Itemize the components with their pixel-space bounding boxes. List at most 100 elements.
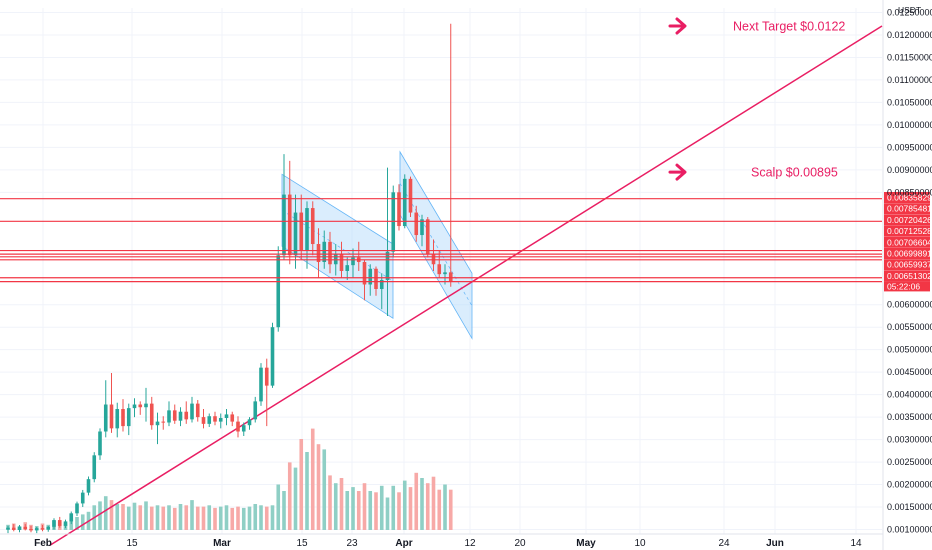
candle	[103, 380, 108, 438]
volume-bar	[190, 500, 194, 530]
y-tick-label: 0.01200000	[887, 30, 932, 40]
candle-body	[322, 241, 327, 263]
candle	[310, 201, 315, 256]
candle-body	[178, 411, 183, 421]
candle-body	[11, 527, 16, 530]
level-price-label	[884, 214, 930, 226]
candle-body	[310, 208, 315, 245]
candle	[408, 176, 413, 218]
volume-bar	[264, 506, 269, 530]
candle	[362, 259, 367, 301]
volume-bar	[391, 485, 396, 530]
x-tick-label: Mar	[213, 538, 231, 549]
y-tick-label: 0.00500000	[887, 345, 932, 355]
volume-bar	[443, 484, 447, 530]
trendline	[49, 25, 883, 546]
x-tick-label: 15	[296, 538, 308, 549]
candle-body	[40, 528, 45, 530]
volume-bar	[316, 444, 321, 530]
volume-bar	[201, 506, 206, 530]
candle	[172, 404, 177, 424]
candle-body	[391, 192, 396, 252]
candle	[351, 248, 355, 278]
candle-body	[75, 503, 79, 514]
level-price-text: 0.00835829	[887, 193, 932, 203]
x-tick-label: 15	[126, 538, 138, 549]
candle-body	[351, 257, 355, 266]
candle	[92, 452, 97, 483]
volume-bar	[368, 491, 373, 530]
support-resistance-levels	[0, 198, 882, 283]
level-price-text: 0.00712528	[887, 226, 932, 236]
candle-body	[92, 455, 97, 480]
candle	[149, 396, 154, 430]
candle-body	[69, 513, 74, 522]
level-price-label	[884, 259, 930, 271]
arrow-right-icon	[668, 17, 687, 35]
candle-body	[339, 254, 344, 271]
price-axis[interactable]: 0.008358290.007854810.007204260.00712528…	[882, 0, 932, 550]
price-channel	[281, 173, 394, 319]
candle	[40, 525, 45, 532]
candle	[425, 217, 430, 258]
level-price-label	[884, 236, 930, 248]
y-tick-label: 0.00350000	[887, 412, 932, 422]
candle-body	[155, 421, 160, 426]
candle	[345, 257, 350, 280]
candle-body	[218, 418, 223, 422]
volume-bar	[115, 504, 120, 530]
y-tick-label: 0.00200000	[887, 480, 932, 490]
y-tick-label: 0.00600000	[887, 300, 932, 310]
volume-bar	[218, 506, 223, 530]
level-price-text: 0.00651302	[887, 271, 932, 281]
volume-bar	[282, 491, 286, 530]
candle	[247, 417, 252, 430]
candle	[305, 201, 309, 269]
candle-body	[190, 403, 194, 420]
x-tick-label: May	[576, 538, 596, 549]
level-price-label	[884, 192, 930, 203]
candle	[264, 358, 269, 427]
volume-bar	[178, 504, 183, 530]
volume-bar	[144, 501, 148, 530]
y-tick-label: 0.01000000	[887, 120, 932, 130]
volume-bar	[397, 492, 401, 530]
volume-bar	[431, 476, 436, 530]
x-tick-label: 12	[464, 538, 476, 549]
candle-body	[241, 425, 246, 432]
volume-bar	[138, 505, 143, 530]
volume-bar	[149, 506, 154, 530]
candle-body	[201, 417, 206, 424]
candle	[379, 273, 384, 310]
candle-body	[98, 431, 102, 456]
candle-body	[385, 251, 390, 280]
candle-body	[230, 414, 235, 422]
volume-bar	[437, 489, 442, 530]
candle	[282, 154, 286, 260]
candle	[132, 398, 137, 418]
candle-body	[408, 178, 413, 213]
level-price-label	[884, 248, 930, 259]
candle	[259, 363, 263, 406]
candle	[75, 501, 79, 517]
y-tick-label: 0.00900000	[887, 165, 932, 175]
annotation-label: Next Target $0.0122	[733, 19, 845, 33]
candle-body	[126, 408, 131, 427]
candle-body	[247, 419, 252, 426]
candle	[316, 228, 321, 278]
candle	[86, 476, 91, 496]
time-axis[interactable]: Feb 15 Mar 15 23 Apr 12 20 May 10 24 Jun 14	[0, 533, 883, 549]
level-price-text: 0.00699891	[887, 249, 932, 259]
level-price-text: 0.00659937	[887, 260, 932, 270]
y-tick-label: 0.01050000	[887, 97, 932, 107]
volume-bar	[276, 484, 281, 530]
candle-body	[167, 410, 171, 423]
candle-body	[362, 262, 367, 285]
candle	[236, 416, 240, 438]
volume-bar	[287, 462, 292, 530]
volume-bar	[75, 517, 79, 530]
candle-body	[80, 492, 85, 504]
volume-bar	[448, 489, 453, 530]
candle	[368, 264, 373, 296]
